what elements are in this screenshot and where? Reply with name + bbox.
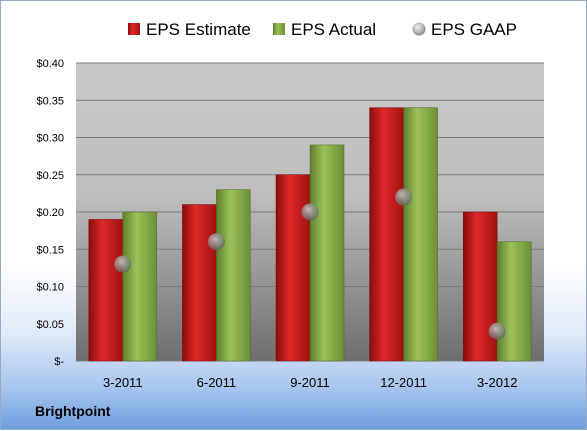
- legend-swatch: [128, 23, 140, 35]
- y-tick-label: $0.40: [36, 58, 64, 70]
- y-tick-label: $0.35: [36, 95, 64, 107]
- y-axis: $0.40 $0.35 $0.30 $0.25 $0.20 $0.15 $0.10 $0.05…: [36, 58, 64, 368]
- x-tick-label: 12-2011: [380, 375, 427, 390]
- x-tick-label: 3-2012: [477, 375, 517, 390]
- point-eps-gaap: [114, 255, 132, 273]
- company-name: Brightpoint: [35, 403, 111, 419]
- legend: EPS Estimate EPS Actual EPS GAAP: [128, 20, 517, 39]
- bar-eps-estimate: [182, 204, 217, 362]
- bar-eps-actual: [122, 211, 158, 362]
- x-tick-label: 9-2011: [290, 375, 330, 390]
- y-tick-label: $0.25: [36, 170, 64, 182]
- bar-eps-actual: [216, 189, 251, 362]
- x-tick-label: 3-2011: [103, 375, 143, 390]
- gaap-points: [114, 188, 506, 340]
- legend-label: EPS Estimate: [146, 20, 251, 39]
- y-tick-label: $0.15: [36, 244, 64, 256]
- y-tick-label: $0.05: [36, 319, 64, 331]
- bar-eps-actual: [403, 107, 438, 362]
- point-eps-gaap: [488, 322, 506, 340]
- y-tick-label: $0.10: [36, 282, 64, 294]
- point-eps-gaap: [301, 203, 319, 221]
- bar-eps-actual: [309, 144, 345, 362]
- point-eps-gaap: [207, 233, 225, 251]
- bar-eps-actual: [496, 241, 532, 362]
- legend-swatch: [412, 22, 426, 36]
- bars: [88, 107, 532, 362]
- bar-eps-estimate: [369, 107, 404, 362]
- bar-eps-estimate: [275, 174, 311, 362]
- legend-label: EPS GAAP: [431, 20, 517, 39]
- bar-eps-estimate: [462, 211, 498, 362]
- y-tick-label: $0.20: [36, 207, 64, 219]
- x-axis: 3-2011 6-2011 9-2011 12-2011 3-2012: [103, 375, 517, 390]
- legend-swatch: [273, 23, 285, 35]
- x-tick-label: 6-2011: [197, 375, 237, 390]
- y-tick-label: $0.30: [36, 133, 64, 145]
- bar-eps-estimate: [88, 219, 124, 362]
- legend-label: EPS Actual: [291, 20, 376, 39]
- point-eps-gaap: [395, 188, 413, 206]
- y-tick-label: $-: [54, 356, 64, 368]
